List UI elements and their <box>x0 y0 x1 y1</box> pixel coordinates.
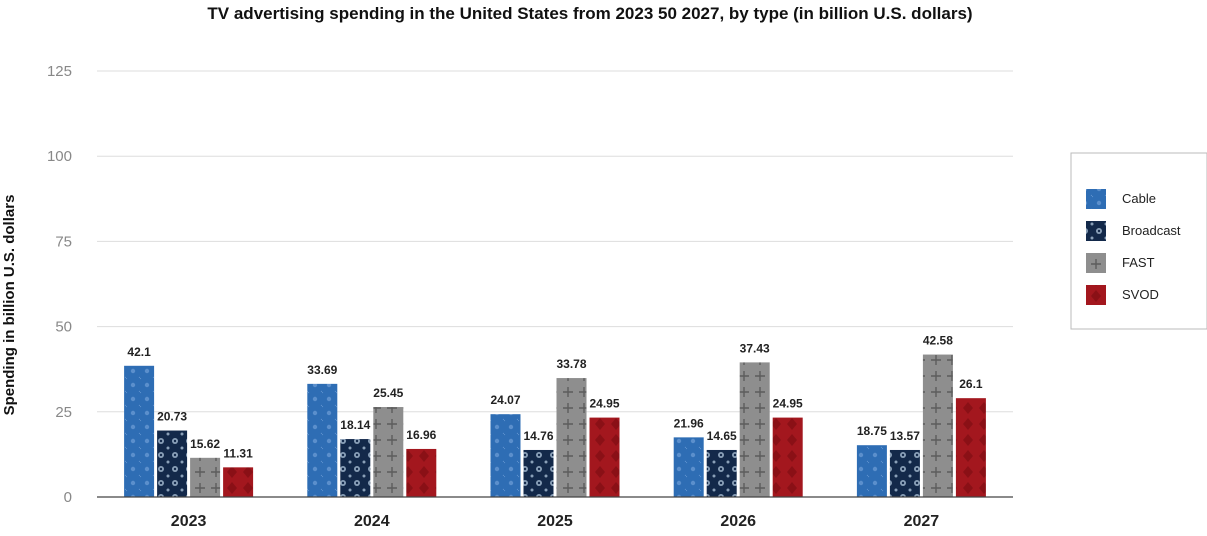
data-label-fast-2025: 33.78 <box>556 357 586 371</box>
chart-title: TV advertising spending in the United St… <box>207 4 972 23</box>
data-label-svod-2026: 24.95 <box>773 397 803 411</box>
y-axis-label: Spending in billion U.S. dollars <box>1 195 18 416</box>
bar-svod-2023 <box>223 467 254 497</box>
bar-fast-2023 <box>190 457 221 497</box>
legend-swatch-fast <box>1086 253 1106 273</box>
data-label-cable-2027: 18.75 <box>857 424 887 438</box>
bar-svod-2026 <box>772 417 803 497</box>
data-label-fast-2024: 25.45 <box>373 386 403 400</box>
data-label-broadcast-2026: 14.65 <box>707 429 737 443</box>
legend-label-fast: FAST <box>1122 255 1155 270</box>
bar-cable-2025 <box>490 414 521 497</box>
data-label-fast-2027: 42.58 <box>923 334 953 348</box>
y-tick-label-50: 50 <box>55 319 72 336</box>
x-tick-label-2025: 2025 <box>537 513 573 530</box>
bar-cable-2026 <box>673 437 704 497</box>
x-tick-label-2023: 2023 <box>171 513 207 530</box>
y-tick-label-0: 0 <box>64 489 72 506</box>
x-tick-label-2027: 2027 <box>904 513 940 530</box>
data-label-cable-2026: 21.96 <box>674 416 704 430</box>
y-tick-label-75: 75 <box>55 233 72 250</box>
data-label-svod-2025: 24.95 <box>589 397 619 411</box>
legend-label-svod: SVOD <box>1122 287 1159 302</box>
data-label-broadcast-2023: 20.73 <box>157 410 187 424</box>
data-label-fast-2026: 37.43 <box>740 341 770 355</box>
bar-cable-2024 <box>307 383 338 497</box>
bar-broadcast-2024 <box>340 439 371 497</box>
data-label-cable-2023: 42.1 <box>127 345 151 359</box>
bar-broadcast-2023 <box>157 430 188 497</box>
y-tick-label-100: 100 <box>47 148 72 165</box>
data-label-broadcast-2025: 14.76 <box>523 429 553 443</box>
legend-swatch-cable <box>1086 189 1106 209</box>
data-label-broadcast-2027: 13.57 <box>890 429 920 443</box>
bar-svod-2025 <box>589 417 620 497</box>
data-label-broadcast-2024: 18.14 <box>340 418 370 432</box>
bar-fast-2026 <box>739 362 770 497</box>
bar-broadcast-2025 <box>523 449 554 497</box>
x-tick-label-2026: 2026 <box>720 513 756 530</box>
legend-label-broadcast: Broadcast <box>1122 223 1181 238</box>
data-label-svod-2027: 26.1 <box>959 377 983 391</box>
bar-svod-2024 <box>406 448 437 497</box>
data-label-svod-2024: 16.96 <box>406 428 436 442</box>
y-axis-ticks: 0 25 50 75 100 125 <box>47 63 72 506</box>
x-tick-label-2024: 2024 <box>354 513 390 530</box>
data-label-cable-2025: 24.07 <box>490 393 520 407</box>
bar-broadcast-2026 <box>706 449 737 497</box>
legend-swatch-svod <box>1086 285 1106 305</box>
legend-label-cable: Cable <box>1122 191 1156 206</box>
y-tick-label-25: 25 <box>55 404 72 421</box>
legend: Cable Broadcast FAST SVOD <box>1070 152 1207 330</box>
gridlines <box>97 70 1013 413</box>
bar-svod-2027 <box>955 398 986 497</box>
y-tick-label-125: 125 <box>47 63 72 80</box>
bars <box>124 354 986 497</box>
data-label-cable-2024: 33.69 <box>307 363 337 377</box>
bar-broadcast-2027 <box>889 449 920 497</box>
legend-swatch-broadcast <box>1086 221 1106 241</box>
x-axis-ticks: 2023 2024 2025 2026 2027 <box>171 513 939 530</box>
bar-fast-2025 <box>556 378 587 497</box>
bar-cable-2023 <box>124 365 155 497</box>
bar-fast-2024 <box>373 407 404 497</box>
data-label-svod-2023: 11.31 <box>223 446 253 460</box>
data-label-fast-2023: 15.62 <box>190 437 220 451</box>
bar-fast-2027 <box>922 354 953 497</box>
bar-cable-2027 <box>856 445 887 497</box>
